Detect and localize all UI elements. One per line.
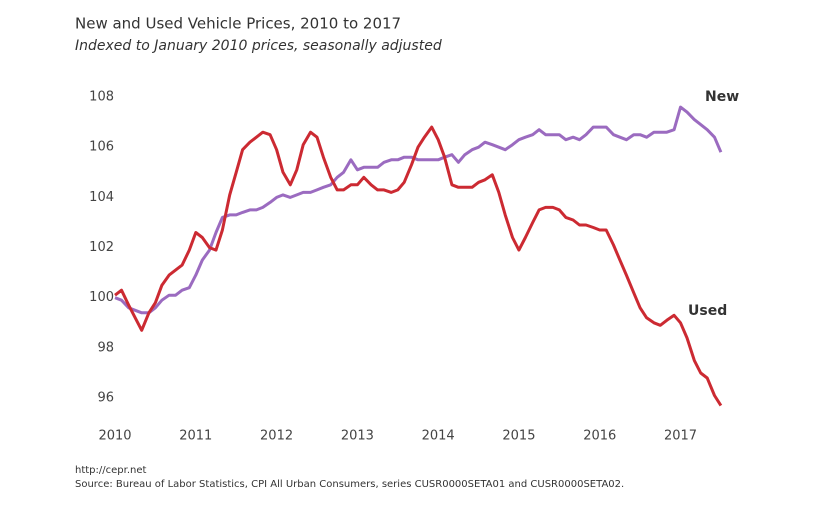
series-line bbox=[114, 125, 723, 407]
x-tick-label: 2016 bbox=[583, 429, 616, 444]
y-tick-label: 104 bbox=[89, 190, 114, 205]
chart-title: New and Used Vehicle Prices, 2010 to 201… bbox=[75, 15, 401, 33]
chart-subtitle: Indexed to January 2010 prices, seasonal… bbox=[75, 38, 442, 54]
source: Source: Bureau of Labor Statistics, CPI … bbox=[75, 479, 624, 490]
x-tick-label: 2011 bbox=[179, 429, 212, 444]
y-tick-label: 96 bbox=[97, 391, 114, 406]
x-tick-label: 2014 bbox=[422, 429, 455, 444]
y-tick-label: 98 bbox=[97, 340, 114, 355]
y-tick-label: 100 bbox=[89, 290, 114, 305]
source-url: http://cepr.net bbox=[75, 465, 146, 476]
y-tick-label: 102 bbox=[89, 240, 114, 255]
y-tick-label: 108 bbox=[89, 90, 114, 105]
x-tick-label: 2015 bbox=[502, 429, 535, 444]
y-tick-label: 106 bbox=[89, 140, 114, 155]
x-tick-label: 2012 bbox=[260, 429, 293, 444]
x-tick-label: 2010 bbox=[98, 429, 131, 444]
series-line bbox=[114, 105, 723, 315]
series-label: Used bbox=[688, 303, 727, 319]
series-label: New bbox=[705, 89, 739, 105]
x-tick-label: 2013 bbox=[341, 429, 374, 444]
x-tick-label: 2017 bbox=[664, 429, 697, 444]
